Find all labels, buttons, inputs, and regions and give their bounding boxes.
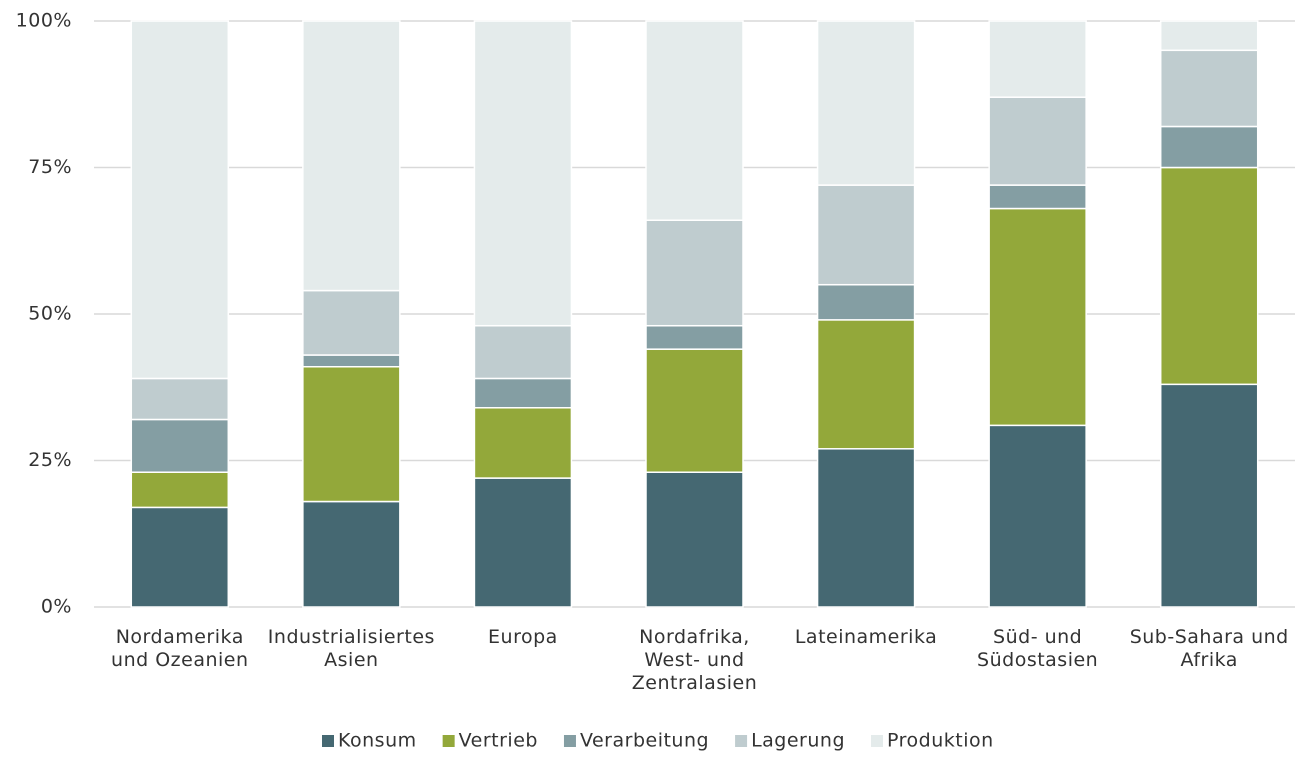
bar-segment <box>645 471 744 608</box>
bar-segment <box>816 319 916 450</box>
legend-label: Verarbeitung <box>580 730 709 752</box>
legend-swatch <box>563 735 576 747</box>
bar-segment <box>302 289 401 356</box>
legend-swatch <box>871 735 884 747</box>
bar-segment <box>302 20 401 292</box>
x-tick-label: Nordamerika und Ozeanien <box>111 626 249 671</box>
legend-swatch <box>442 735 455 747</box>
bar-segment <box>816 20 916 186</box>
bar-segment <box>645 219 744 327</box>
legend-label: Vertrieb <box>459 730 538 752</box>
bar-segment <box>473 20 573 327</box>
y-tick-label: 75% <box>28 156 72 178</box>
bar-segment <box>302 365 401 503</box>
bar-segment <box>988 20 1087 98</box>
bar-segment <box>816 184 916 286</box>
legend-label: Produktion <box>887 730 994 752</box>
bar-segment <box>302 500 401 608</box>
y-tick-label: 50% <box>28 303 72 325</box>
bar-segment <box>130 506 230 608</box>
bar-segment <box>816 448 916 608</box>
bar-segment <box>645 20 744 221</box>
legend-swatch <box>322 735 334 747</box>
x-tick-label: Nordafrika, West- und Zentralasien <box>632 626 757 694</box>
legend-label: Lagerung <box>751 730 845 752</box>
x-tick-label: Lateinamerika <box>795 626 937 648</box>
bar-segment <box>302 354 401 368</box>
bar-segment <box>645 324 744 350</box>
bar-segment <box>473 407 573 479</box>
y-tick-label: 0% <box>41 596 72 618</box>
bar-segment <box>473 477 573 608</box>
bar-segment <box>988 96 1087 186</box>
bar-segment <box>473 377 573 409</box>
bar-segment <box>1159 20 1259 52</box>
x-tick-label: Sub-Sahara und Afrika <box>1130 626 1289 671</box>
bar-segment <box>1159 383 1259 608</box>
bar-segment <box>473 324 573 380</box>
bar-segment <box>1159 49 1259 128</box>
y-tick-label: 100% <box>16 10 72 32</box>
bar-segment <box>1159 125 1259 169</box>
bar-segment <box>988 424 1087 608</box>
legend-swatch <box>735 735 748 747</box>
y-tick-label: 25% <box>28 449 72 471</box>
bar-segment <box>130 377 230 421</box>
bar-segment <box>816 283 916 321</box>
bar-segment <box>130 418 230 473</box>
bar-segment <box>645 348 744 473</box>
bar-segment <box>1159 166 1259 386</box>
bar-segment <box>130 20 230 380</box>
bar-segment <box>988 184 1087 210</box>
legend-label: Konsum <box>338 730 417 752</box>
x-tick-label: Europa <box>488 626 558 648</box>
bar-segment <box>988 207 1087 427</box>
bar-segment <box>130 471 230 509</box>
x-tick-label: Süd- und Südostasien <box>977 626 1098 671</box>
x-tick-label: Industrialisiertes Asien <box>268 626 435 671</box>
